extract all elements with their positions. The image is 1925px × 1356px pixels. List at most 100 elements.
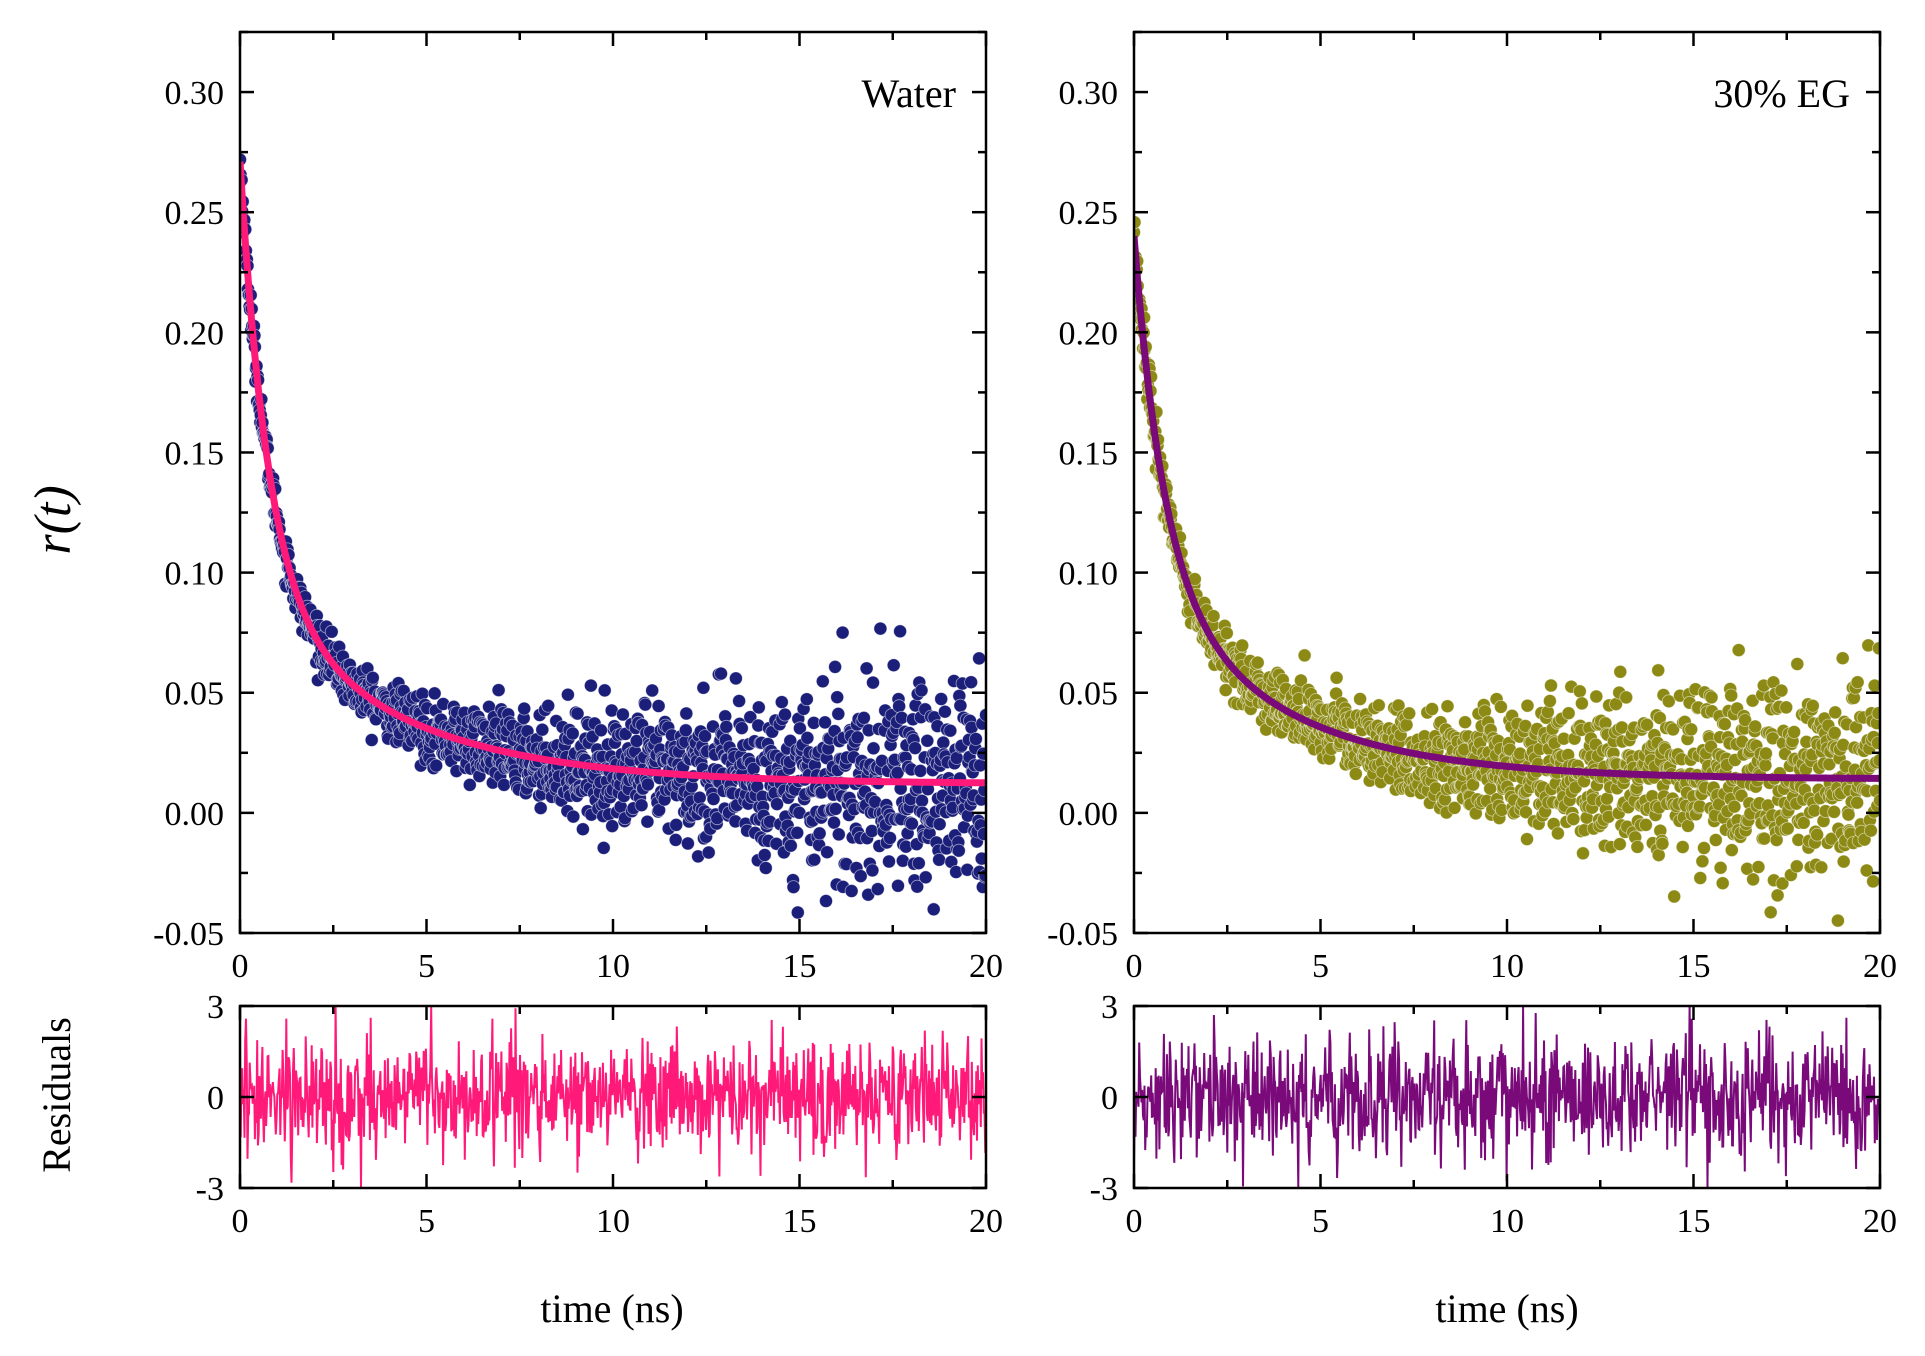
data-point (949, 865, 963, 879)
x-tick-label: 10 (596, 948, 630, 985)
data-point (1693, 871, 1708, 885)
data-point (859, 661, 874, 676)
data-point (1727, 799, 1742, 814)
x-tick-label: 15 (1677, 1203, 1711, 1240)
data-point (641, 777, 655, 792)
data-point (1774, 683, 1789, 698)
data-point (1724, 688, 1739, 703)
data-point (979, 708, 986, 722)
data-point (1758, 758, 1773, 773)
data-point (1831, 913, 1845, 928)
data-point (1836, 738, 1851, 752)
data-points (240, 152, 986, 920)
data-point (427, 686, 442, 701)
fit-line (1134, 235, 1880, 782)
data-point (597, 683, 612, 698)
panel-annotation: 30% EG (1713, 71, 1850, 116)
x-tick-label: 5 (418, 948, 435, 985)
data-point (1835, 651, 1850, 666)
data-point (1746, 872, 1760, 887)
data-point (1770, 888, 1785, 903)
data-point (1789, 859, 1804, 874)
main-y-axis-label: r(t) (25, 485, 82, 554)
data-point (1402, 706, 1417, 721)
data-point (844, 884, 859, 898)
data-point (669, 818, 684, 832)
data-point (1572, 684, 1587, 699)
data-point (857, 711, 871, 725)
data-point (969, 732, 983, 746)
data-point (584, 678, 598, 693)
plot-area (1134, 1006, 1880, 1188)
data-point (1206, 609, 1221, 623)
data-point (415, 686, 430, 701)
data-point (1561, 706, 1576, 721)
data-point (714, 666, 728, 681)
data-point (1566, 812, 1581, 826)
x-tick-label: 5 (1312, 1203, 1329, 1240)
x-tick-label: 0 (232, 948, 249, 985)
data-point (920, 733, 935, 748)
y-tick-label: 0.30 (165, 75, 225, 112)
data-point (1655, 836, 1670, 851)
y-tick-label: 0.00 (1059, 796, 1119, 833)
data-point (1827, 805, 1841, 819)
data-point (1218, 683, 1233, 697)
y-tick-label: 0.30 (1059, 75, 1119, 112)
data-point (1779, 700, 1794, 715)
x-tick-label: 15 (783, 1203, 817, 1240)
data-point (800, 731, 815, 745)
residuals-y-axis-label: Residuals (34, 1017, 79, 1173)
data-point (1841, 807, 1856, 822)
data-point (892, 699, 906, 714)
data-point (701, 845, 716, 860)
data-point (883, 831, 897, 845)
y-tick-label: 0 (1101, 1080, 1118, 1117)
data-point (719, 719, 734, 734)
data-point (1640, 717, 1654, 732)
data-point (596, 841, 611, 855)
plot-area (1134, 215, 1880, 928)
data-point (1219, 626, 1234, 641)
data-point (1520, 832, 1534, 846)
y-tick-label: 0.05 (165, 676, 225, 713)
data-point (866, 741, 881, 756)
data-point (365, 670, 380, 685)
data-point (1329, 670, 1344, 685)
data-point (972, 651, 986, 666)
y-tick-label: 0.00 (165, 796, 225, 833)
data-point (828, 660, 842, 674)
data-point (774, 695, 789, 709)
y-tick-label: -3 (196, 1171, 224, 1208)
data-point (758, 861, 773, 875)
data-point (882, 854, 896, 869)
data-point (1576, 846, 1590, 861)
data-point (1708, 833, 1723, 847)
data-point (1235, 638, 1250, 653)
data-point (1250, 655, 1265, 670)
y-tick-label: 0.15 (165, 435, 225, 472)
data-point (698, 729, 712, 743)
data-point (1675, 840, 1690, 854)
data-point (566, 809, 581, 824)
data-point (932, 852, 946, 867)
data-point (827, 815, 841, 830)
y-tick-label: 0.25 (1059, 195, 1119, 232)
data-point (1544, 678, 1558, 693)
x-tick-label: 0 (232, 1203, 249, 1240)
x-tick-label: 5 (1312, 948, 1329, 985)
y-tick-label: 0.25 (165, 195, 225, 232)
data-point (1763, 905, 1778, 920)
x-tick-label: 20 (969, 1203, 1003, 1240)
plot-area (240, 152, 986, 920)
data-point (1651, 848, 1666, 862)
water-residuals-panel: 0 5 10 15 20-303 (196, 989, 1003, 1240)
data-point (696, 680, 711, 695)
x-tick-label: 15 (1677, 948, 1711, 985)
x-tick-label: 20 (969, 948, 1003, 985)
data-point (565, 726, 580, 741)
water-anisotropy-panel: 0 5 10 15 20 -0.05 0.00 0.05 0.10 0.15 0.20 0.25 0.3… (153, 30, 1003, 985)
data-point (1715, 876, 1730, 891)
data-point (953, 698, 968, 713)
